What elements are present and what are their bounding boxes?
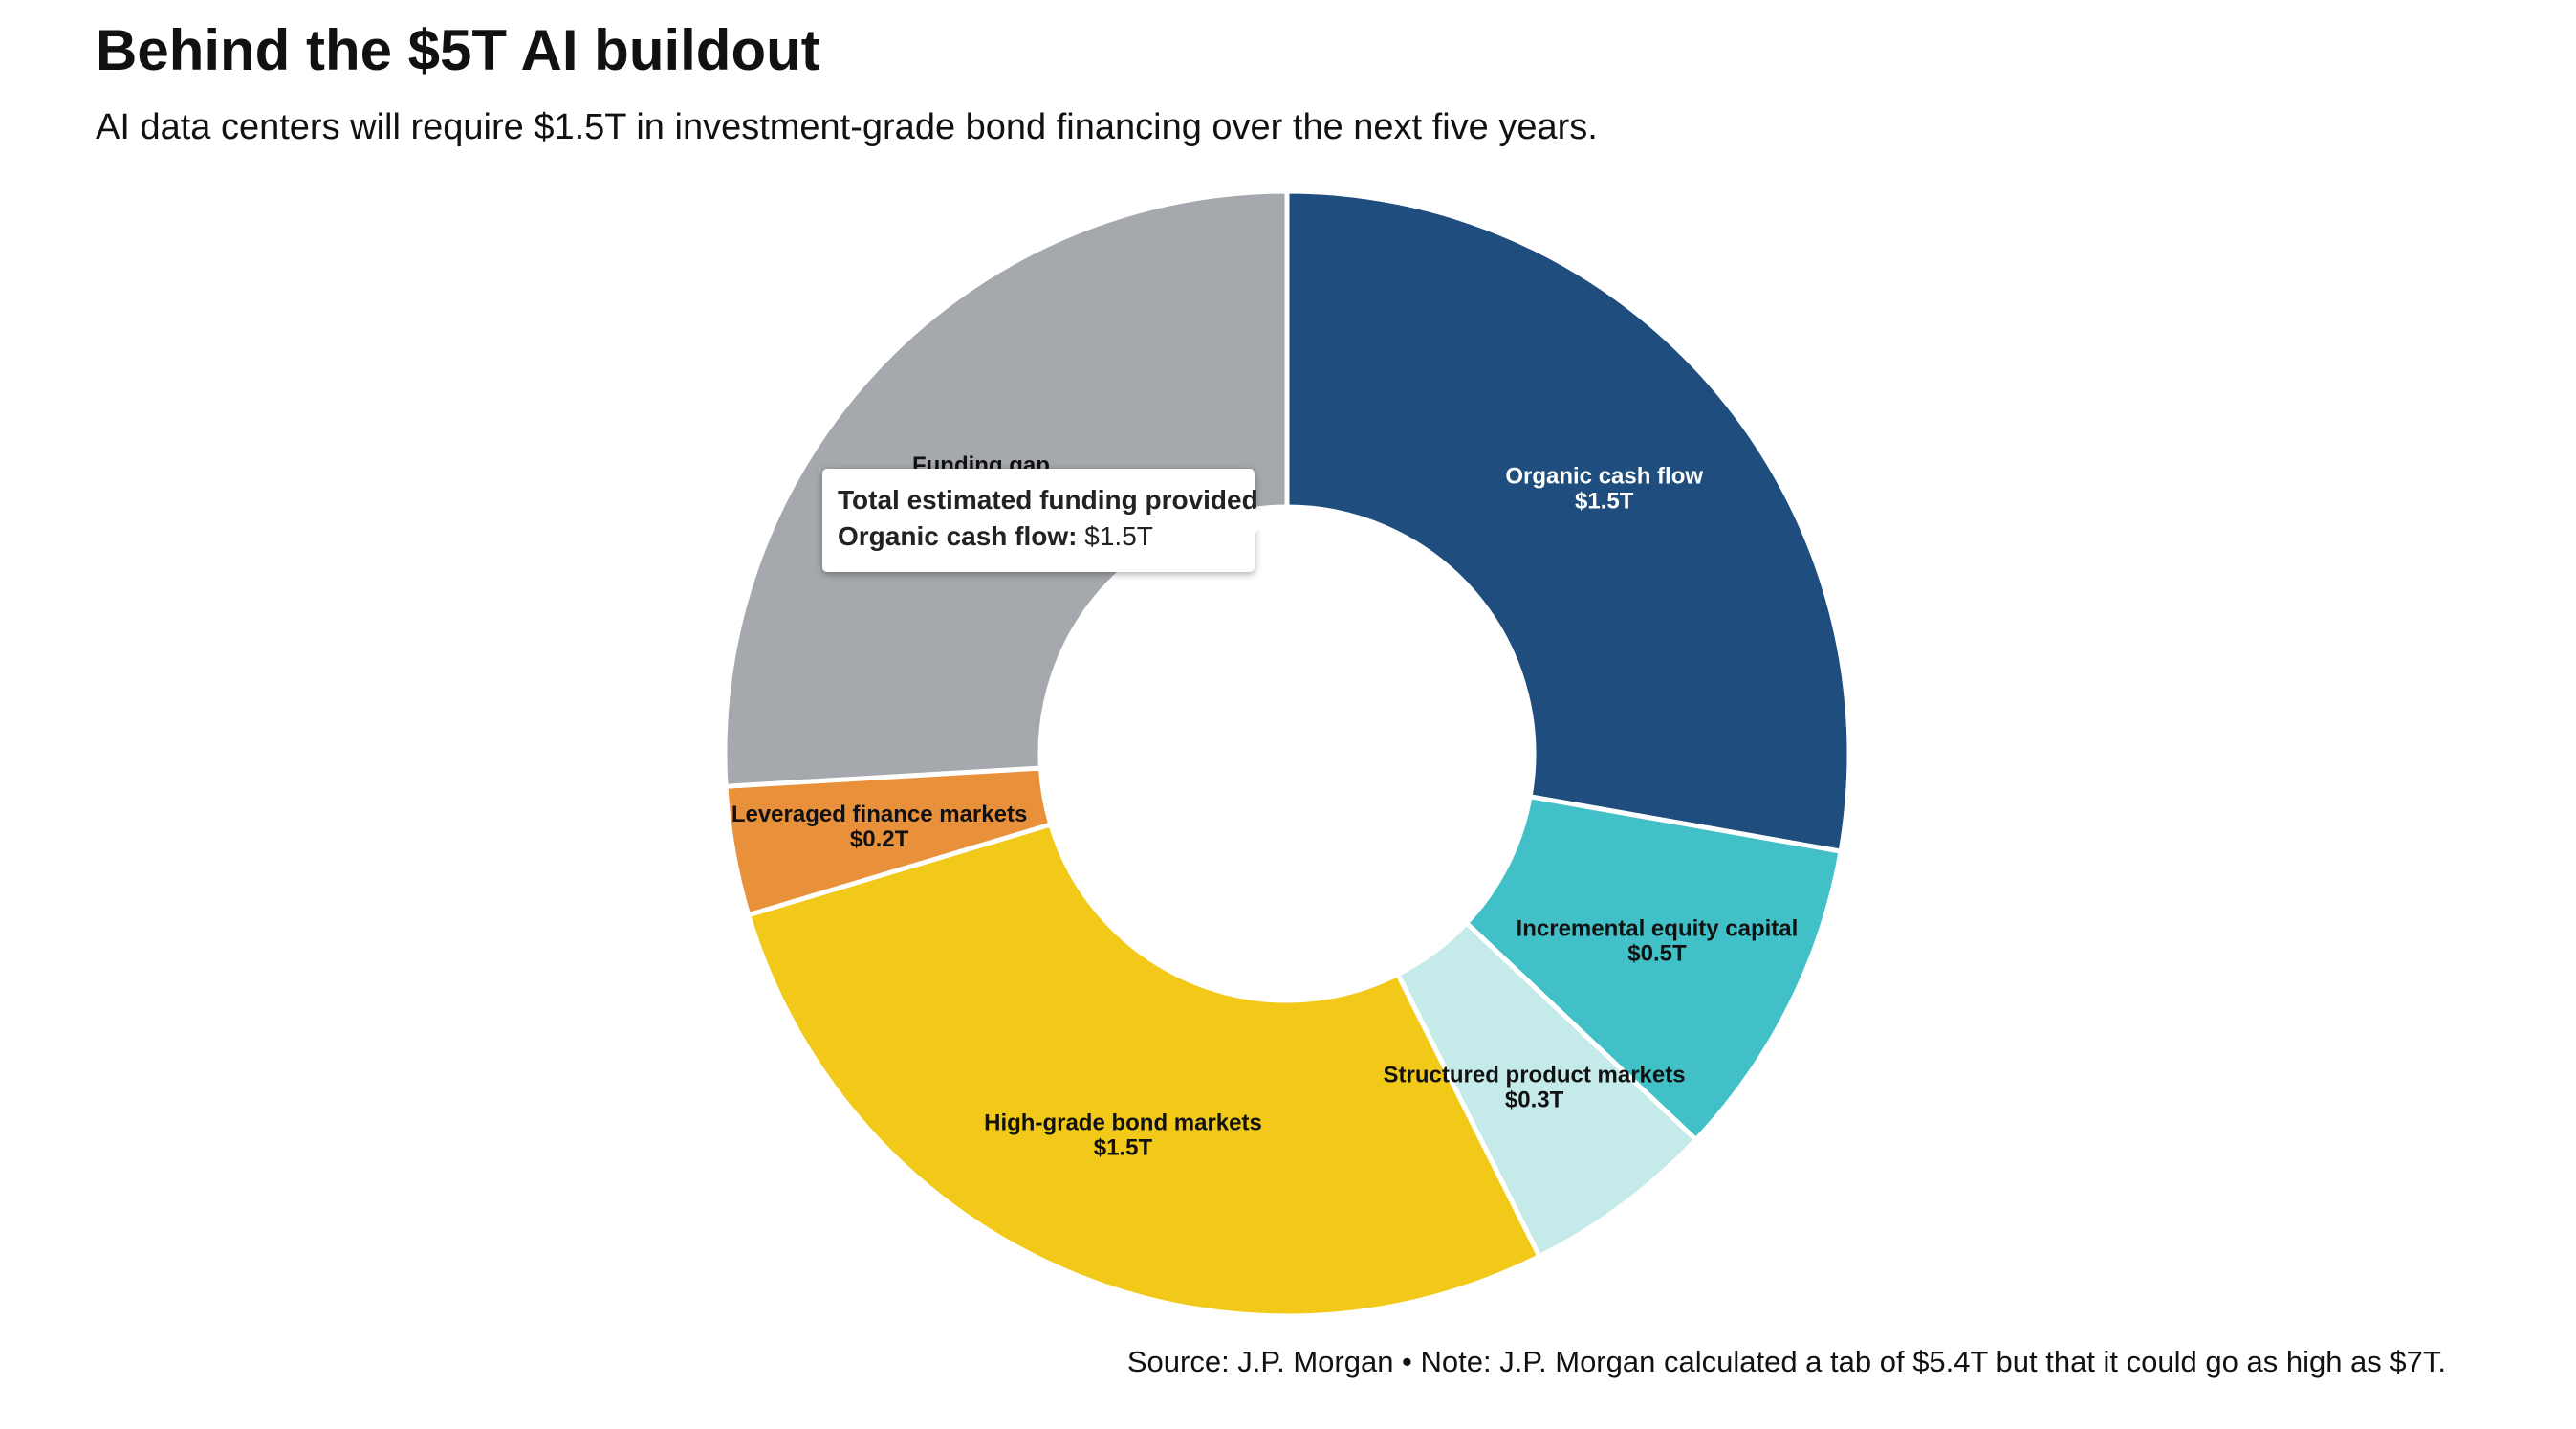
- tooltip-row: Organic cash flow: $1.5T: [838, 518, 1239, 555]
- chart-tooltip: Total estimated funding provided Organic…: [822, 469, 1268, 572]
- slice-label-incremental-equity-capital: Incremental equity capital $0.5T: [1517, 915, 1799, 966]
- slice-label-value: $0.2T: [850, 826, 909, 852]
- tooltip-arrow: [1255, 507, 1268, 534]
- slice-label-structured-product-markets: Structured product markets $0.3T: [1384, 1062, 1686, 1112]
- slice-organic-cash-flow[interactable]: [1284, 188, 1852, 854]
- slice-label-value: $1.5T: [1094, 1135, 1153, 1161]
- chart-source-note: Source: J.P. Morgan • Note: J.P. Morgan …: [1126, 1345, 2446, 1378]
- slice-label-name: Organic cash flow: [1505, 464, 1703, 490]
- chart-title: Behind the $5T AI buildout: [96, 18, 820, 82]
- slice-label-organic-cash-flow: Organic cash flow $1.5T: [1505, 464, 1703, 515]
- slice-label-name: High-grade bond markets: [984, 1110, 1262, 1136]
- slice-incremental-equity-capital[interactable]: [1464, 794, 1844, 1143]
- slice-label-value: $0.3T: [1505, 1087, 1564, 1112]
- slice-label-name: Leveraged finance markets: [731, 802, 1027, 827]
- slice-label-name: Incremental equity capital: [1517, 915, 1799, 941]
- slice-label-value: $0.5T: [1627, 940, 1687, 966]
- tooltip-key: Organic cash flow:: [838, 521, 1078, 551]
- chart-subtitle: AI data centers will require $1.5T in in…: [96, 107, 1598, 147]
- tooltip-value: $1.5T: [1084, 521, 1153, 551]
- slice-high-grade-bond-markets[interactable]: [746, 822, 1542, 1319]
- slice-label-value: $1.5T: [1575, 489, 1634, 515]
- tooltip-title: Total estimated funding provided: [838, 485, 1258, 515]
- slice-label-name: Structured product markets: [1384, 1062, 1686, 1088]
- slice-label-high-grade-bond-markets: High-grade bond markets $1.5T: [984, 1110, 1262, 1161]
- slice-label-leveraged-finance-markets: Leveraged finance markets $0.2T: [731, 802, 1027, 852]
